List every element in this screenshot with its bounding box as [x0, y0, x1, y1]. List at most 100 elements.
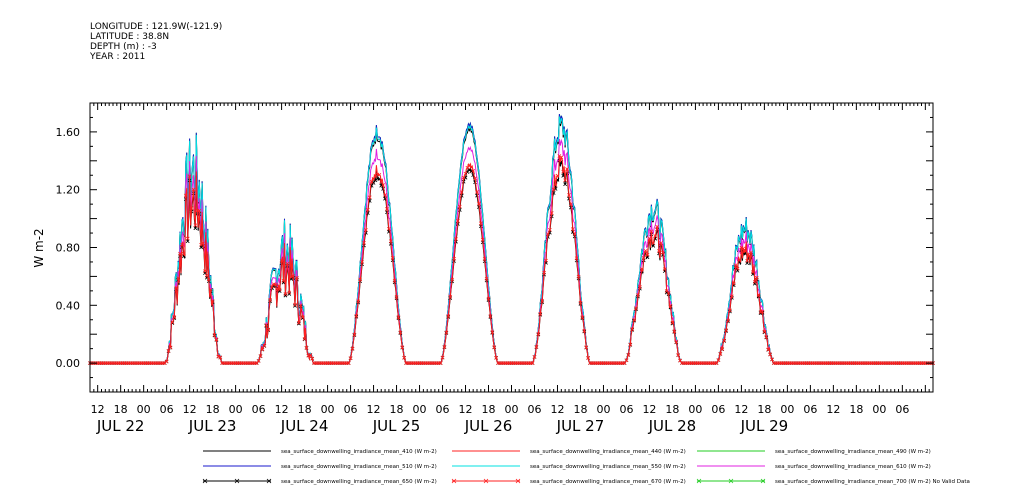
- series-marker: [304, 345, 309, 350]
- x-tick-label: 18: [573, 403, 587, 416]
- x-tick-label: 00: [137, 403, 151, 416]
- x-tick-label: 18: [206, 403, 220, 416]
- series-marker: [649, 229, 654, 234]
- series-marker: [676, 353, 681, 357]
- x-tick-label: 00: [505, 403, 519, 416]
- x-tick-label: 18: [298, 403, 312, 416]
- series-marker: [362, 240, 366, 245]
- header-depth: DEPTH (m) : -3: [90, 42, 157, 52]
- series-marker: [473, 176, 477, 181]
- series-marker: [549, 211, 554, 215]
- series-marker: [637, 285, 642, 289]
- series-marker: [559, 155, 564, 160]
- series-marker: [764, 335, 769, 339]
- series-marker: [365, 207, 370, 212]
- series-marker: [298, 303, 303, 308]
- series-marker: [168, 345, 173, 350]
- series-marker: [300, 315, 305, 320]
- series-marker: [440, 355, 445, 360]
- series-line: [90, 118, 933, 364]
- series-marker: [187, 174, 192, 179]
- y-axis-labels: 0.00 0.40 0.80 1.20 1.60: [56, 126, 81, 370]
- legend-label: sea_surface_downwelling_irradiance_mean_…: [281, 449, 437, 455]
- legend-label: sea_surface_downwelling_irradiance_mean_…: [530, 464, 686, 470]
- legend-label: sea_surface_downwelling_irradiance_mean_…: [530, 449, 686, 455]
- series-marker: [206, 277, 211, 282]
- series-marker: [630, 327, 635, 332]
- series-marker: [216, 354, 221, 359]
- y-tick-label: 0.00: [56, 357, 81, 370]
- x-tick-label: 06: [527, 403, 541, 416]
- series-marker: [674, 339, 679, 344]
- series-marker: [354, 313, 359, 318]
- series-marker: [296, 321, 301, 326]
- series-marker: [536, 332, 541, 336]
- series-marker: [383, 193, 387, 197]
- series-marker: [494, 355, 499, 360]
- x-tick-label: 06: [160, 403, 174, 416]
- x-tick-label: 12: [91, 403, 105, 416]
- series-marker: [475, 190, 479, 194]
- series-marker: [478, 221, 483, 226]
- series-marker: [438, 361, 443, 365]
- series-marker: [444, 330, 449, 335]
- series-marker: [350, 346, 355, 351]
- series-marker: [197, 208, 202, 213]
- series-marker: [448, 294, 453, 299]
- series-marker: [492, 345, 497, 349]
- series-marker: [471, 169, 476, 173]
- series-marker: [766, 347, 771, 352]
- series-marker: [586, 356, 591, 360]
- series-marker: [402, 355, 407, 360]
- series-marker: [762, 329, 767, 334]
- series-marker: [371, 177, 376, 181]
- series-marker: [720, 347, 725, 351]
- series-marker: [655, 224, 659, 229]
- series-marker: [358, 277, 363, 282]
- x-tick-label: 18: [665, 403, 679, 416]
- series-marker: [296, 320, 301, 325]
- series-marker: [747, 254, 751, 259]
- series-marker: [356, 299, 361, 304]
- legend-label: sea_surface_downwelling_irradiance_mean_…: [281, 479, 437, 485]
- series-marker: [563, 182, 568, 187]
- series-marker: [264, 323, 269, 327]
- series-marker: [570, 227, 575, 231]
- series-line: [90, 138, 933, 364]
- series-marker: [538, 311, 543, 316]
- series-marker: [189, 206, 194, 211]
- series-marker: [624, 358, 629, 363]
- series-marker: [752, 280, 757, 284]
- series-marker: [582, 328, 587, 333]
- series-marker: [371, 181, 376, 185]
- series-marker: [295, 275, 299, 280]
- series-marker: [398, 330, 403, 335]
- series-marker: [653, 234, 658, 238]
- series-marker: [381, 183, 386, 187]
- series-marker: [293, 302, 297, 307]
- header-latitude: LATITUDE : 38.8N: [90, 32, 170, 42]
- series-marker: [668, 303, 673, 308]
- x-tick-label: 00: [780, 403, 794, 416]
- series-marker: [285, 261, 290, 266]
- series-marker: [208, 287, 213, 292]
- legend-label: sea_surface_downwelling_irradiance_mean_…: [281, 464, 437, 470]
- series-marker: [645, 252, 650, 257]
- series-marker: [634, 306, 638, 310]
- series-marker: [287, 292, 292, 296]
- series-marker: [534, 344, 539, 349]
- series-marker: [287, 290, 292, 295]
- series-marker: [636, 293, 640, 297]
- x-tick-label: 12: [734, 403, 748, 416]
- series-marker: [628, 342, 633, 347]
- legend-marker: [515, 478, 521, 484]
- series-marker: [277, 287, 282, 292]
- x-tick-label: 00: [688, 403, 702, 416]
- series-marker: [291, 274, 295, 278]
- x-tick-label: 18: [482, 403, 496, 416]
- series-marker: [266, 327, 271, 332]
- legend-label: sea_surface_downwelling_irradiance_mean_…: [530, 479, 686, 485]
- series-marker: [289, 275, 294, 279]
- x-tick-label: 18: [757, 403, 771, 416]
